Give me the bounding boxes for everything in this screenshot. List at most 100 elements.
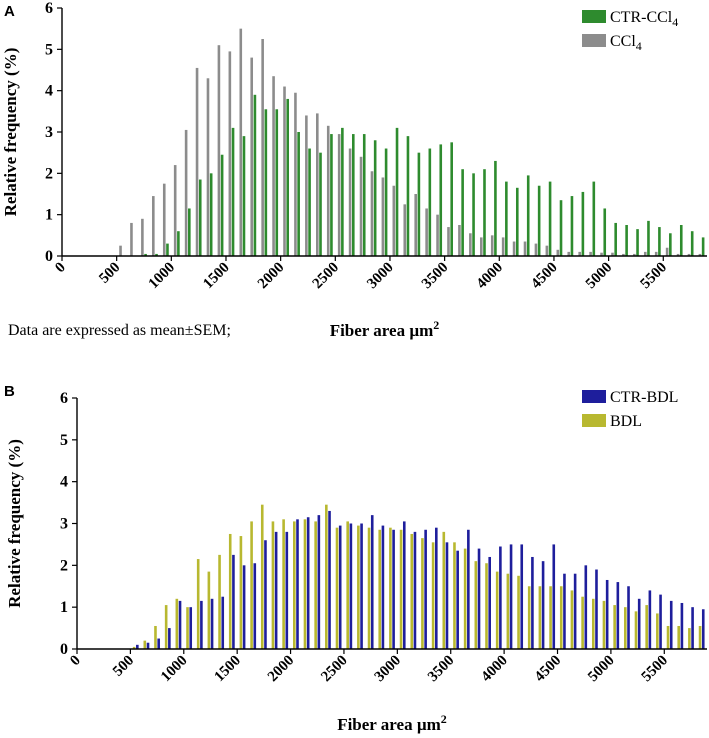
- bar-b-ctr-bdl-29: [445, 542, 449, 649]
- bar-a-ccl4-30: [447, 227, 450, 256]
- bar-b-bdl-49: [656, 613, 659, 649]
- legend-label-b-1: BDL: [610, 413, 642, 430]
- bar-b-bdl-20: [346, 521, 349, 649]
- bar-a-ccl4-8: [206, 78, 210, 257]
- y-tick-label-a-3: 3: [45, 124, 53, 141]
- bar-a-ctr-ccl4-35: [505, 181, 508, 256]
- bar-a-ccl4-35: [501, 237, 505, 256]
- bar-a-ctr-ccl4-39: [548, 181, 552, 256]
- x-tick-label-b-4500: 4500: [532, 653, 565, 686]
- bar-b-bdl-38: [538, 586, 542, 649]
- x-tick-label-a-2000: 2000: [255, 260, 288, 293]
- bar-b-bdl-17: [314, 521, 317, 649]
- bar-a-ccl4-32: [469, 233, 472, 256]
- bar-b-ctr-bdl-5: [189, 607, 193, 649]
- bar-a-ctr-ccl4-12: [253, 94, 257, 256]
- bar-a-ctr-ccl4-36: [515, 187, 519, 256]
- bar-b-bdl-19: [335, 527, 339, 649]
- bar-a-ctr-ccl4-11: [242, 136, 246, 256]
- bar-a-ccl4-27: [414, 194, 417, 256]
- bar-a-ccl4-49: [654, 251, 658, 256]
- bar-a-ccl4-29: [436, 214, 439, 256]
- y-tick-label-a-2: 2: [45, 165, 53, 182]
- bar-b-ctr-bdl-6: [200, 600, 203, 649]
- bar-a-ccl4-11: [239, 28, 243, 257]
- bar-a-ctr-ccl4-52: [690, 231, 694, 256]
- bar-b-ctr-bdl-3: [168, 628, 171, 649]
- x-tick-label-a-1500: 1500: [200, 260, 233, 293]
- bar-b-bdl-11: [250, 521, 253, 649]
- bar-b-ctr-bdl-27: [424, 529, 427, 649]
- bar-b-ctr-bdl-25: [402, 521, 406, 649]
- bar-a-ctr-ccl4-37: [526, 175, 530, 256]
- bar-a-ctr-ccl4-43: [592, 181, 596, 256]
- x-tick-label-b-2500: 2500: [318, 653, 351, 686]
- legend-swatch-b-1: [582, 414, 606, 427]
- bar-a-ctr-ccl4-33: [483, 169, 486, 256]
- bar-b-bdl-3: [164, 605, 168, 649]
- bar-a-ctr-ccl4-23: [373, 140, 377, 256]
- panel-b-chart: B 0 1 2 3 4 5 6 0 500 1000 1500 2000 2500 3000 3500 4000…: [4, 383, 707, 734]
- x-tick-label-a-1000: 1000: [146, 260, 179, 293]
- bar-a-ccl4-17: [305, 115, 308, 256]
- x-tick-label-a-4000: 4000: [474, 260, 507, 293]
- y-tick-label-b-4: 4: [60, 474, 68, 491]
- bar-b-ctr-bdl-12: [264, 540, 267, 649]
- bar-b-bdl-26: [410, 533, 414, 649]
- bar-a-ctr-ccl4-41: [570, 196, 574, 256]
- bar-a-ccl4-39: [545, 245, 549, 256]
- bar-a-ctr-ccl4-28: [428, 148, 432, 256]
- bar-a-ccl4-9: [217, 45, 221, 257]
- bar-b-bdl-27: [421, 538, 424, 649]
- bar-a-ccl4-14: [272, 76, 275, 256]
- bar-a-ctr-ccl4-10: [231, 127, 235, 257]
- bar-a-ctr-ccl4-49: [658, 227, 661, 256]
- bar-b-bdl-41: [570, 590, 574, 649]
- bar-b-bdl-1: [143, 640, 147, 649]
- bar-b-ctr-bdl-13: [274, 531, 278, 649]
- bar-b-ctr-bdl-30: [456, 550, 459, 649]
- x-axis-label-b: Fiber area µm2: [337, 712, 447, 734]
- bar-b-bdl-35: [506, 573, 510, 649]
- bar-b-bdl-39: [549, 586, 552, 649]
- bar-a-ccl4-25: [392, 185, 396, 256]
- bar-a-ctr-ccl4-30: [450, 142, 453, 256]
- bar-b-ctr-bdl-23: [381, 525, 385, 649]
- bar-a-ctr-ccl4-50: [669, 233, 672, 256]
- bar-b-ctr-bdl-42: [584, 565, 588, 649]
- bar-b-ctr-bdl-35: [509, 544, 513, 649]
- bar-a-ccl4-51: [676, 253, 680, 256]
- bar-b-ctr-bdl-40: [563, 573, 566, 649]
- panel-b-label: B: [4, 383, 15, 400]
- bar-a-ctr-ccl4-29: [439, 144, 443, 256]
- bar-b-ctr-bdl-36: [520, 544, 524, 649]
- bar-a-ccl4-36: [512, 241, 516, 256]
- bar-b-ctr-bdl-19: [338, 525, 342, 649]
- y-tick-label-b-3: 3: [60, 516, 68, 533]
- panel-a-chart: A 0 1 2 3 4 5 6 0 500 1000 1500 2000 2500 3000 3500 4000…: [1, 0, 707, 340]
- bar-a-ctr-ccl4-40: [559, 200, 563, 256]
- bar-b-bdl-15: [293, 521, 296, 649]
- bar-b-bdl-32: [474, 561, 478, 649]
- bar-a-ccl4-22: [359, 156, 363, 256]
- bar-a-ccl4-45: [611, 252, 614, 256]
- bar-b-ctr-bdl-52: [691, 607, 694, 649]
- x-tick-label-a-0: 0: [52, 260, 69, 277]
- bar-a-ctr-ccl4-5: [177, 231, 180, 256]
- bar-a-ccl4-28: [425, 208, 428, 256]
- x-tick-label-a-500: 500: [96, 260, 123, 287]
- bar-b-bdl-8: [218, 554, 221, 650]
- x-tick-label-b-1000: 1000: [158, 653, 191, 686]
- bar-a-ccl4-31: [458, 225, 461, 256]
- bar-a-ctr-ccl4-6: [188, 208, 191, 256]
- legend-swatch-b-0: [582, 390, 606, 403]
- bar-b-bdl-0: [132, 646, 136, 649]
- bar-b-bdl-46: [624, 607, 627, 649]
- bar-b-bdl-2: [154, 625, 157, 649]
- bar-b-ctr-bdl-43: [595, 569, 598, 649]
- legend-label-a-0: CTR-CCl4: [610, 9, 678, 29]
- bar-a-ctr-ccl4-22: [362, 134, 366, 256]
- bar-b-bdl-52: [688, 628, 691, 649]
- x-tick-label-a-5500: 5500: [638, 260, 671, 293]
